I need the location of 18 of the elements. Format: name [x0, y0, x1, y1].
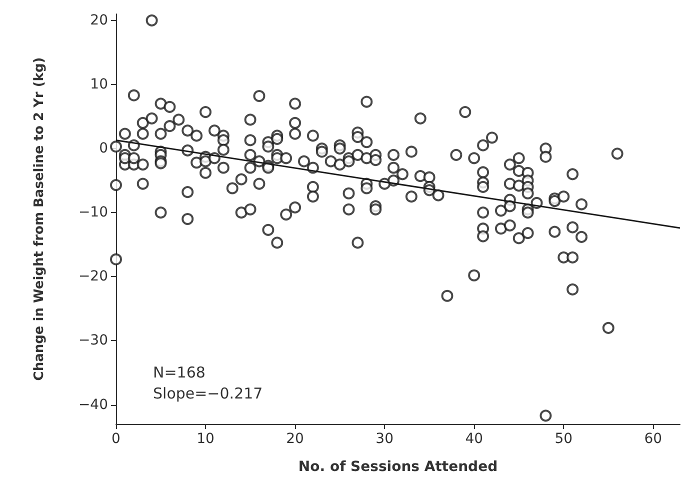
y-axis-title: Change in Weight from Baseline to 2 Yr (kg): [32, 57, 47, 381]
x-tick-label: 40: [465, 431, 484, 447]
x-tick-label: 10: [196, 431, 214, 447]
x-tick-label: 60: [644, 431, 662, 447]
annotation: N=168: [153, 364, 206, 382]
y-tick-label: −10: [78, 204, 108, 221]
y-tick-label: −40: [78, 396, 108, 413]
x-axis-title: No. of Sessions Attended: [298, 459, 498, 475]
y-tick-label: 0: [99, 140, 108, 157]
x-tick-label: 30: [376, 431, 394, 447]
y-tick-label: −30: [78, 332, 108, 349]
x-tick-label: 0: [112, 431, 120, 447]
y-tick-label: 20: [90, 12, 108, 28]
annotation: Slope=−0.217: [153, 384, 263, 402]
y-tick-label: −20: [78, 268, 108, 285]
x-tick-label: 20: [286, 431, 304, 447]
y-tick-label: 10: [90, 76, 108, 92]
x-tick-label: 50: [554, 431, 573, 447]
